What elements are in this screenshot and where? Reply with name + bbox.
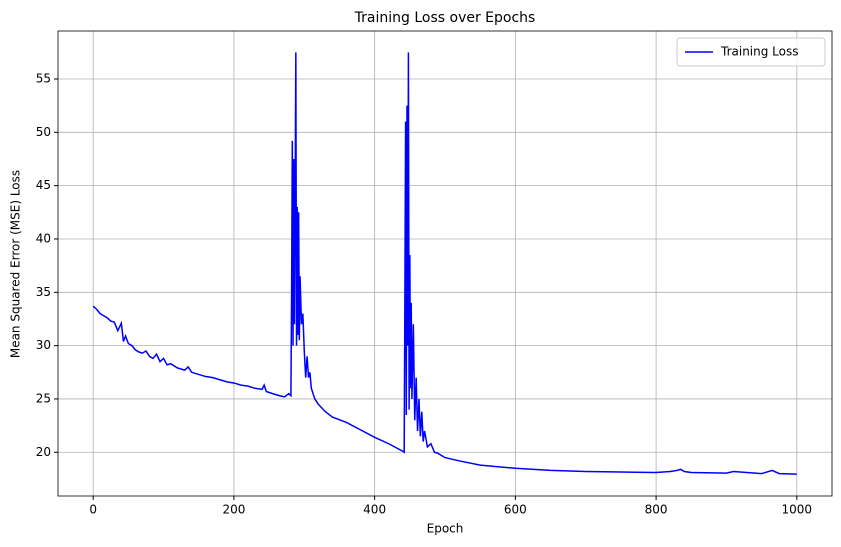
x-tick-label: 600 [504, 503, 527, 517]
y-tick-label: 55 [36, 71, 51, 85]
data-line [92, 52, 797, 475]
x-tick-label: 0 [89, 503, 97, 517]
x-tick-label: 400 [363, 503, 386, 517]
y-tick-label: 40 [36, 231, 51, 245]
y-tick-label: 30 [36, 338, 51, 352]
legend-label: Training Loss [720, 45, 798, 59]
x-axis-label: Epoch [427, 522, 464, 536]
y-tick-label: 50 [36, 125, 51, 139]
chart-title: Training Loss over Epochs [354, 10, 536, 26]
y-axis-label: Mean Squared Error (MSE) Loss [9, 170, 23, 358]
x-tick-label: 800 [645, 503, 668, 517]
y-tick-label: 20 [36, 445, 51, 459]
y-tick-label: 35 [36, 285, 51, 299]
x-tick-label: 1000 [782, 503, 813, 517]
y-tick-label: 45 [36, 178, 51, 192]
plot-frame [57, 30, 833, 497]
y-tick-label: 25 [36, 391, 51, 405]
x-tick-label: 200 [222, 503, 245, 517]
legend-box [676, 37, 826, 67]
